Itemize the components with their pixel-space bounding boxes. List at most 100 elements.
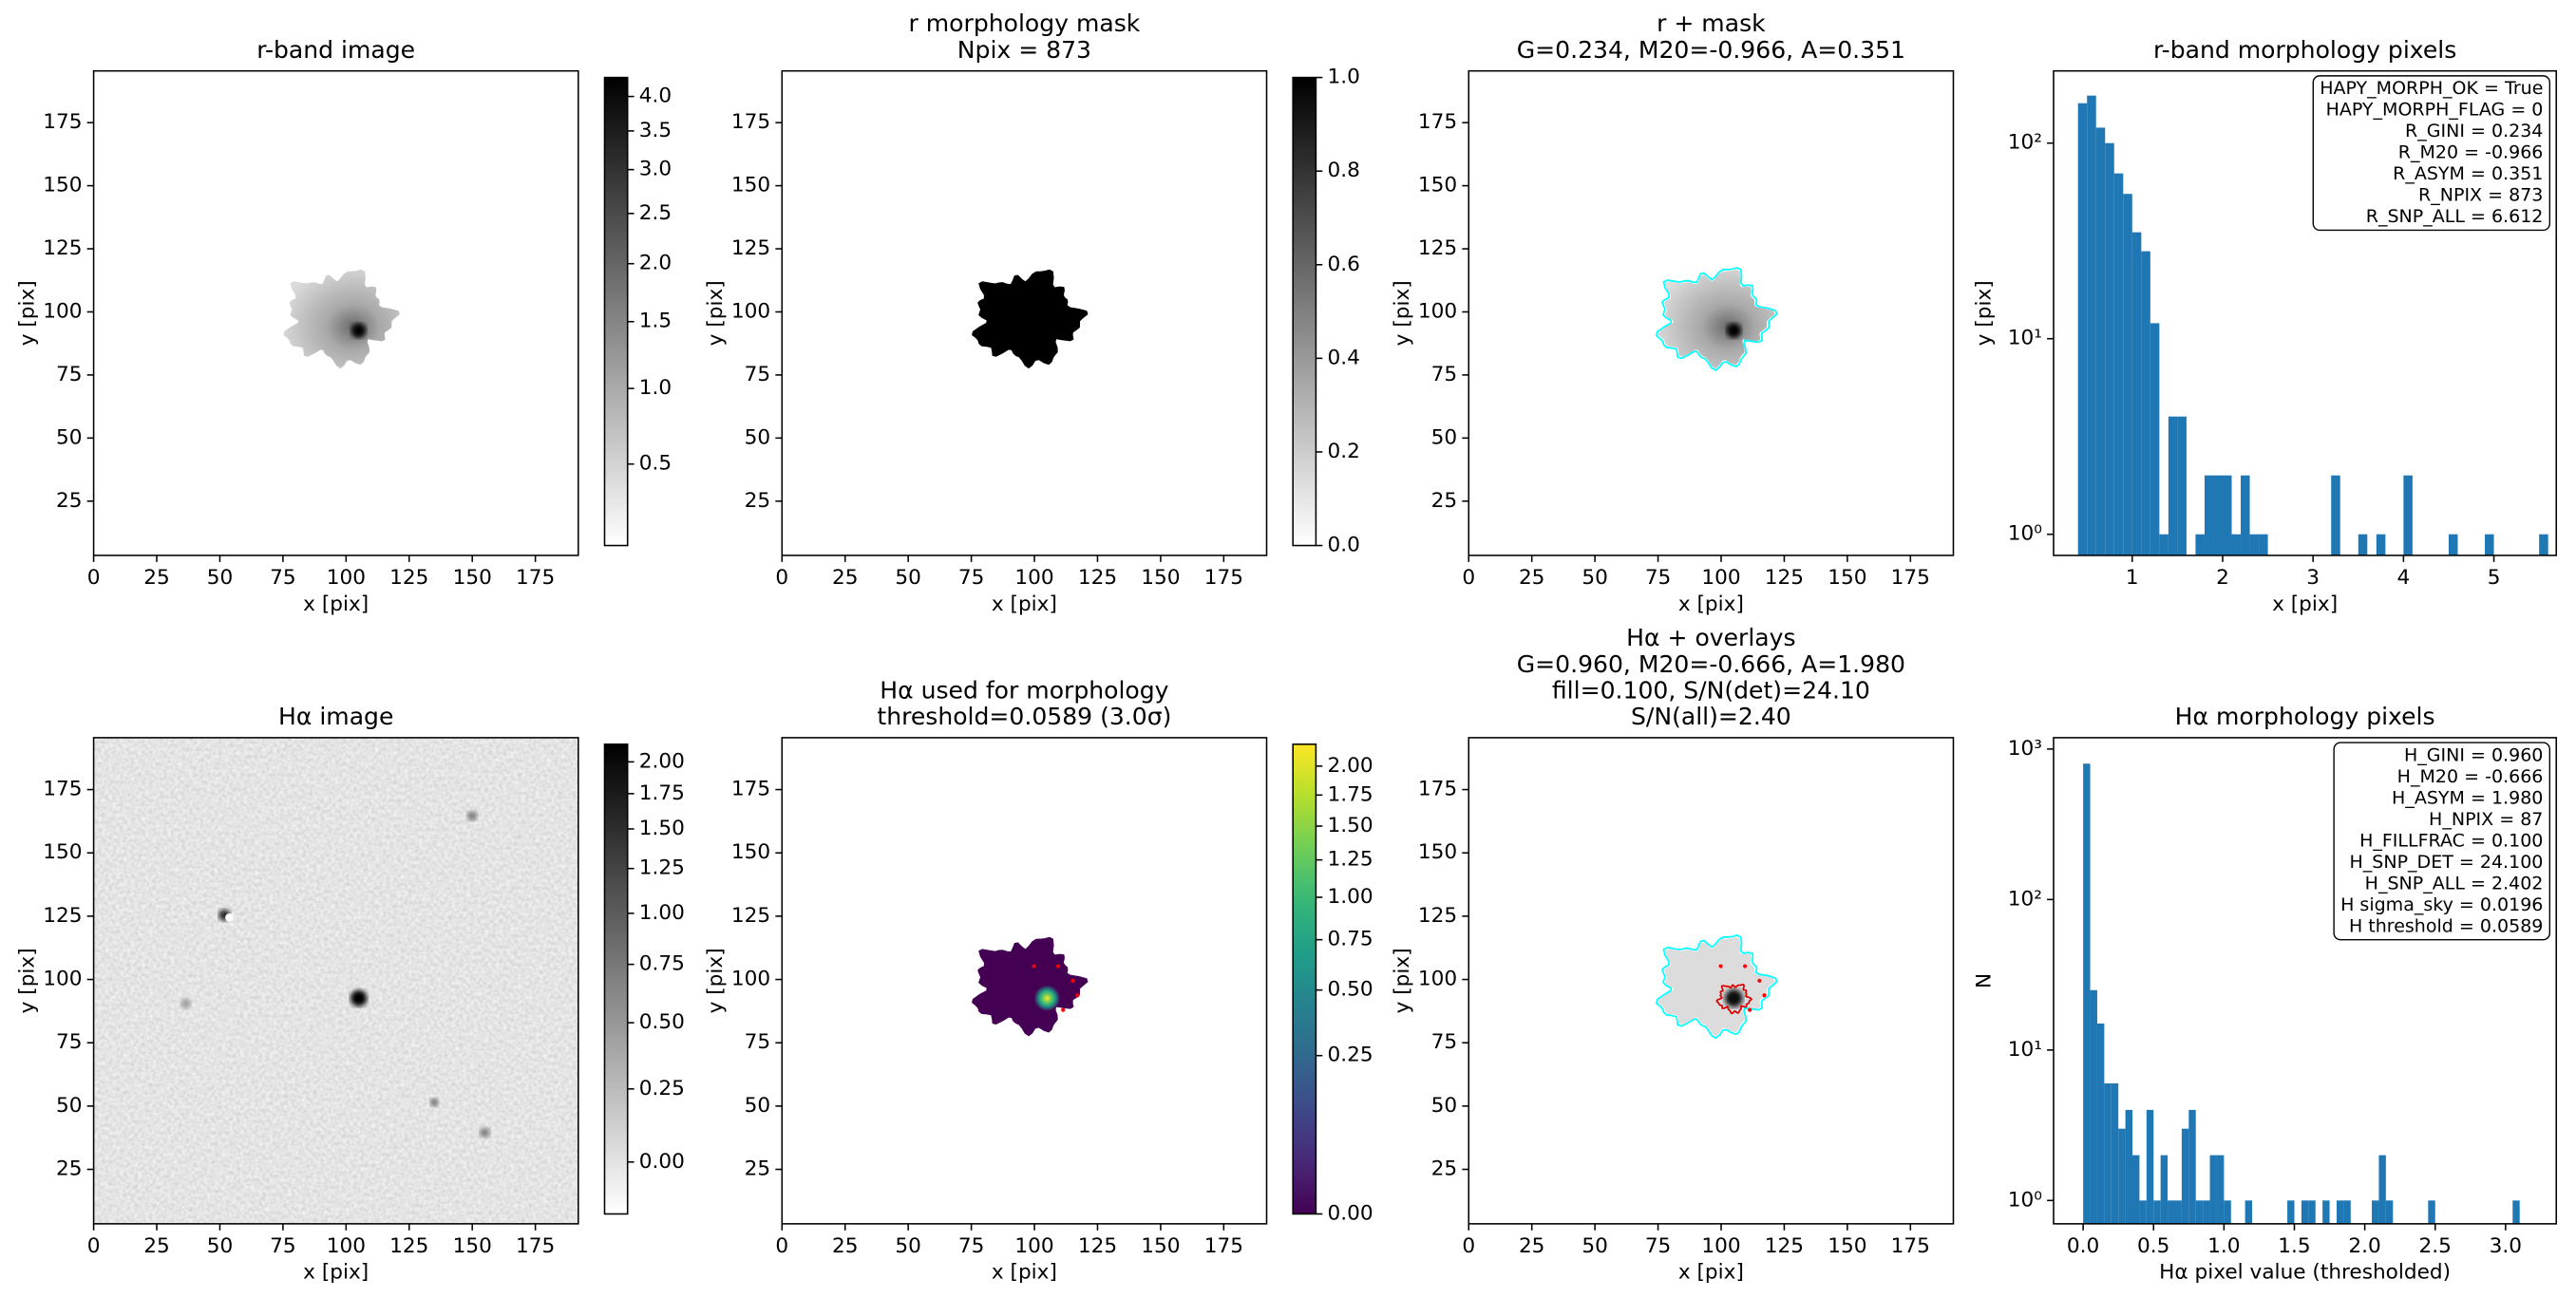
histogram-bar [2125, 1109, 2133, 1224]
colorbar-tick-label: 2.00 [1328, 754, 1373, 778]
y-tick-label: 125 [1418, 904, 1457, 928]
colorbar-tick-label: 0.8 [1328, 159, 1360, 182]
x-tick-label: 3.0 [2490, 1234, 2522, 1258]
histogram-bar [2222, 475, 2232, 555]
hα-mask-image [972, 936, 1089, 1037]
y-tick-label: 50 [1431, 1094, 1458, 1118]
mask-dot [1056, 964, 1061, 969]
x-tick-label: 125 [389, 1234, 428, 1258]
y-tick-label: 100 [731, 299, 770, 323]
x-tick-label: 150 [1828, 566, 1866, 590]
colorbar-tick-label: 0.00 [1328, 1201, 1373, 1225]
histogram-bar [2428, 1200, 2435, 1224]
noise-image [93, 737, 578, 1224]
y-tick-label: 10² [2008, 887, 2042, 911]
colorbar-tick-label: 1.00 [639, 901, 685, 925]
x-tick-label: 0 [87, 1234, 101, 1258]
histogram-bar [2181, 1128, 2189, 1224]
x-tick-label: 0 [775, 566, 788, 590]
histogram-bar [2188, 1109, 2196, 1224]
y-axis-label: y [pix] [1972, 280, 1996, 346]
y-tick-label: 75 [56, 363, 82, 386]
histogram-bar [2372, 1200, 2379, 1224]
histogram-bar [2123, 194, 2132, 555]
x-tick-label: 50 [1582, 1234, 1608, 1258]
chart-title: r + mask [1657, 9, 1766, 37]
axes-frame [781, 69, 1268, 556]
annotation-box [2333, 742, 2551, 941]
x-tick-label: 25 [143, 566, 170, 590]
y-tick-label: 25 [1431, 489, 1458, 513]
annotation-line: H_NPIX = 87 [2429, 809, 2543, 830]
histogram-bar [2083, 763, 2091, 1224]
chart-title: G=0.234, M20=-0.966, A=0.351 [1517, 36, 1905, 64]
x-tick-label: 50 [895, 1234, 921, 1258]
chart-title: threshold=0.0589 (3.0σ) [877, 703, 1171, 730]
mask-dot [1743, 964, 1748, 969]
x-tick-label: 150 [453, 1234, 492, 1258]
x-axis-label: x [pix] [992, 1261, 1057, 1285]
histogram-bar [2090, 989, 2097, 1224]
x-tick-label: 50 [895, 566, 921, 590]
histogram-bar [2160, 1155, 2169, 1224]
colorbar-tick-label: 1.75 [1328, 782, 1373, 806]
mask-dot [1075, 993, 1080, 998]
x-tick-label: 5 [2488, 566, 2501, 590]
y-tick-label: 10² [2008, 131, 2042, 155]
histogram-bar [2448, 534, 2458, 555]
y-axis-label: y [pix] [15, 280, 39, 346]
y-tick-label: 150 [1418, 174, 1457, 198]
histogram-bar [2385, 1200, 2394, 1224]
colorbar-tick-label: 0.25 [1328, 1044, 1373, 1067]
galaxy-core [1726, 323, 1742, 338]
colorbar-tick-label: 0.2 [1328, 440, 1360, 463]
axes-frame [1468, 737, 1955, 1225]
colorbar [1292, 76, 1317, 547]
x-tick-label: 175 [516, 566, 555, 590]
histogram-bar [2113, 173, 2124, 555]
y-axis-label: y [pix] [15, 948, 39, 1013]
colorbar-tick-label: 2.5 [639, 201, 672, 225]
histogram-bar [2146, 1109, 2154, 1224]
source [350, 989, 368, 1006]
colorbar [603, 76, 629, 547]
y-tick-label: 100 [43, 968, 82, 991]
x-tick-label: 25 [832, 1234, 859, 1258]
x-tick-label: 0 [775, 1234, 788, 1258]
y-tick-label: 100 [1418, 299, 1457, 323]
annotation-line: H_GINI = 0.960 [2404, 744, 2543, 765]
x-tick-label: 0 [1462, 1234, 1475, 1258]
y-tick-label: 25 [56, 1157, 82, 1181]
y-tick-label: 125 [43, 236, 82, 260]
colorbar-tick-label: 0.50 [1328, 978, 1373, 1002]
y-tick-label: 75 [1431, 363, 1458, 386]
x-axis-label: x [pix] [303, 593, 369, 616]
axes-frame [92, 737, 579, 1225]
hα-contour [1715, 983, 1752, 1015]
x-tick-label: 2.5 [2419, 1234, 2452, 1258]
y-tick-label: 75 [745, 1030, 771, 1054]
x-axis-label: x [pix] [1678, 1261, 1744, 1285]
chart-title: r-band image [256, 36, 415, 64]
annotation-line: H sigma_sky = 0.0196 [2340, 894, 2543, 915]
x-tick-label: 75 [958, 566, 985, 590]
colorbar [603, 743, 629, 1215]
chart-title: Hα morphology pixels [2175, 703, 2435, 730]
histogram-bar [2245, 1200, 2253, 1224]
y-tick-label: 10⁰ [2008, 522, 2042, 546]
x-tick-label: 0.5 [2137, 1234, 2169, 1258]
histogram-bar [2139, 1200, 2147, 1224]
x-tick-label: 2.0 [2348, 1234, 2380, 1258]
annotation-line: HAPY_MORPH_FLAG = 0 [2326, 100, 2544, 121]
mask-contour [1655, 934, 1778, 1040]
x-tick-label: 150 [1828, 1234, 1866, 1258]
x-tick-label: 50 [1582, 566, 1608, 590]
x-tick-label: 125 [1765, 566, 1804, 590]
y-tick-label: 150 [43, 174, 82, 198]
mask-dot [1757, 978, 1762, 983]
colorbar-tick-label: 0.4 [1328, 346, 1360, 369]
x-tick-label: 3 [2306, 566, 2320, 590]
histogram-bar [2308, 1200, 2316, 1224]
colorbar-tick-label: 1.5 [639, 310, 672, 333]
x-tick-label: 4 [2396, 566, 2410, 590]
